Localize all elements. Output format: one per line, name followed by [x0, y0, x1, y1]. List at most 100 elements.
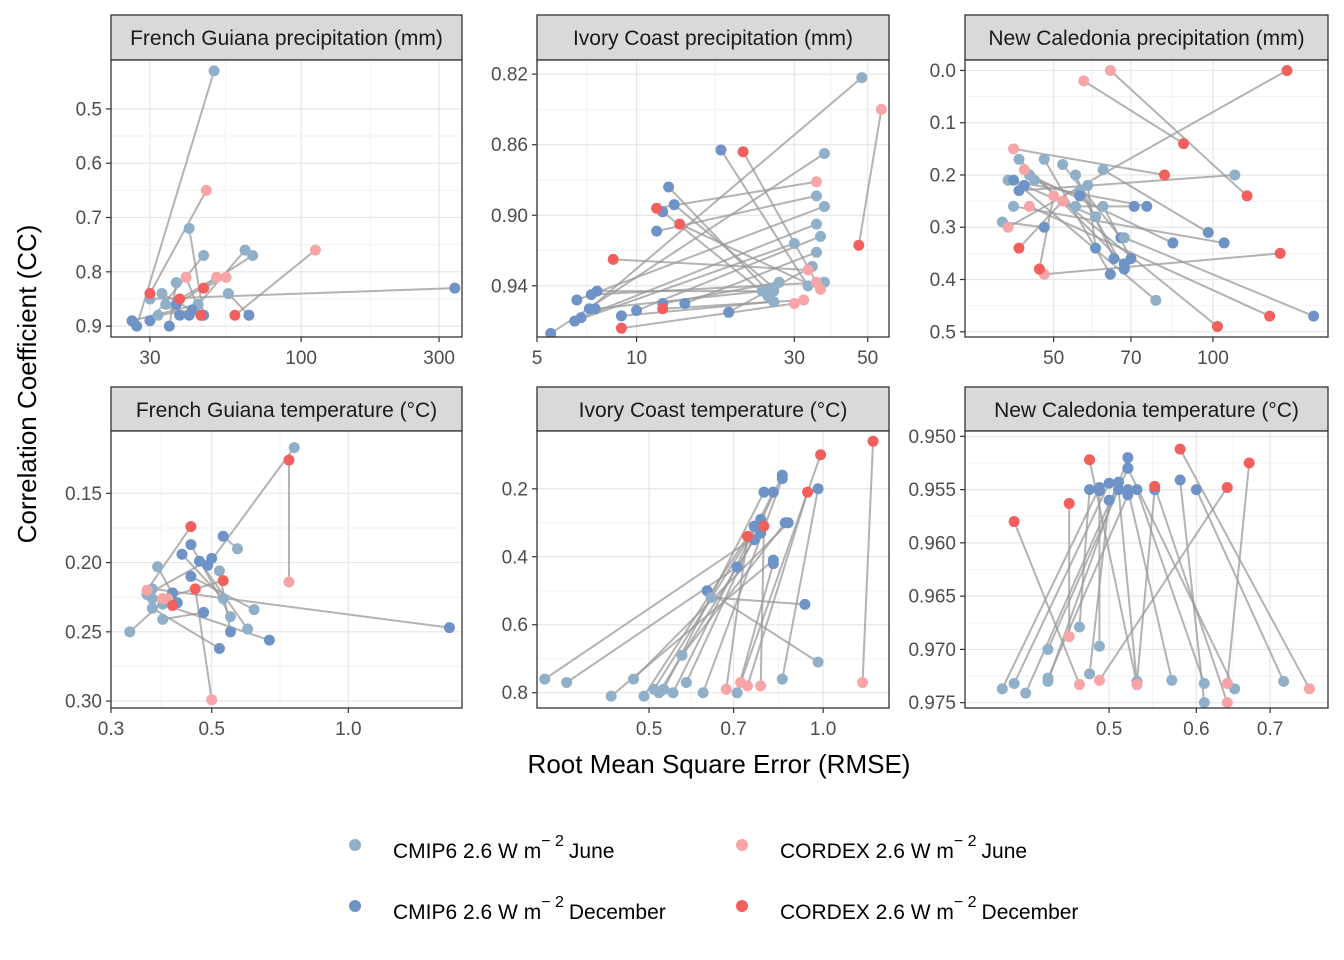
cordex-june-point: [1131, 679, 1143, 691]
cmip6-june-point: [731, 687, 743, 699]
cmip6-june-point: [198, 250, 210, 262]
cordex-december-point: [144, 288, 156, 300]
pair-connector: [146, 525, 192, 591]
x-tick-label: 30: [784, 348, 805, 369]
pair-connector: [742, 151, 818, 283]
x-tick-label: 0.5: [198, 719, 224, 740]
cmip6-december-point: [715, 144, 727, 156]
pair-connector: [544, 532, 762, 680]
cordex-december-point: [815, 449, 827, 461]
legend-item-cordex-june: CORDEX 2.6 W m− 2 June: [736, 833, 1027, 863]
cordex-june-point: [1023, 200, 1035, 212]
cmip6-december-point: [571, 294, 583, 306]
cmip6-december-point: [443, 622, 455, 634]
cmip6-december-point: [663, 181, 675, 193]
y-tick-label: 0.5: [930, 322, 956, 343]
legend-label: CORDEX 2.6 W m− 2 December: [780, 894, 1078, 924]
plot-area: [996, 64, 1320, 333]
cmip6-december-point: [1113, 484, 1125, 496]
cmip6-december-point: [1122, 484, 1134, 496]
cmip6-december-point: [545, 327, 557, 337]
cmip6-december-point: [1090, 242, 1102, 254]
cmip6-december-point: [217, 530, 229, 542]
cmip6-december-point: [1122, 452, 1134, 464]
cmip6-december-point: [779, 517, 791, 529]
pair-connector: [736, 563, 775, 693]
cordex-june-point: [755, 680, 767, 692]
y-tick-label: 0.1: [930, 113, 956, 134]
cmip6-june-point: [667, 687, 679, 699]
pair-connector: [206, 447, 296, 566]
cordex-june-point: [875, 103, 887, 115]
x-tick-label: 1.0: [335, 719, 361, 740]
x-tick-label: 0.3: [98, 719, 124, 740]
cmip6-june-point: [1070, 200, 1082, 212]
cmip6-june-point: [157, 613, 169, 625]
cmip6-december-point: [668, 199, 680, 211]
cmip6-june-point: [810, 190, 822, 202]
pair-connector: [1046, 457, 1129, 682]
y-tick-label: 0.4: [930, 270, 957, 291]
pair-connector: [1088, 500, 1111, 675]
cmip6-december-point: [748, 520, 760, 532]
panel-border: [536, 430, 890, 709]
x-tick-label: 50: [1043, 348, 1064, 369]
cmip6-june-point: [1097, 200, 1109, 212]
cordex-june-point: [788, 297, 800, 309]
pair-connector: [702, 478, 784, 694]
pair-connector: [1083, 80, 1185, 145]
cordex-june-point: [1073, 679, 1085, 691]
panel-3: New Caledonia precipitation (mm) 0.0 0.1 0.…: [930, 14, 1329, 369]
cmip6-june-point: [1013, 153, 1025, 165]
cmip6-december-point: [679, 297, 691, 309]
cordex-june-point: [1008, 143, 1020, 155]
plot-area: [124, 442, 455, 706]
cordex-december-point: [737, 146, 749, 158]
cordex-december-point: [1063, 497, 1075, 509]
cordex-december-point: [853, 239, 865, 251]
cmip6-december-point: [731, 561, 743, 573]
cordex-june-point: [220, 271, 232, 283]
pair-connector: [181, 553, 224, 600]
y-tick-label: 0.30: [65, 692, 102, 713]
cordex-june-point: [857, 677, 869, 689]
pair-connector: [1195, 489, 1285, 682]
panel-background: [111, 431, 462, 708]
cmip6-june-point: [1090, 211, 1102, 223]
cordex-december-point: [674, 218, 686, 230]
cmip6-june-point: [1028, 174, 1040, 186]
cmip6-june-point: [776, 673, 788, 685]
cmip6-june-point: [1038, 153, 1050, 165]
cmip6-june-point: [676, 649, 688, 661]
cordex-december-point: [185, 521, 197, 533]
x-tick-label: 100: [285, 348, 317, 369]
cmip6-december-point: [1125, 253, 1137, 265]
cmip6-december-point: [776, 473, 788, 485]
pair-connector: [681, 522, 787, 656]
cmip6-june-point: [628, 673, 640, 685]
y-tick-label: 0.8: [76, 262, 102, 283]
plot-area: [126, 65, 461, 332]
cordex-december-point: [1174, 443, 1186, 455]
y-tick-label: 0.9: [76, 317, 102, 338]
cmip6-december-point: [1103, 477, 1115, 489]
cmip6-june-point: [788, 237, 800, 249]
y-tick-label: 0.8: [502, 683, 528, 704]
cordex-december-point: [189, 583, 201, 595]
pair-connector: [591, 281, 825, 296]
cmip6-june-point: [248, 604, 260, 616]
cordex-december-point: [1178, 138, 1190, 150]
x-tick-label: 0.5: [636, 719, 662, 740]
cmip6-june-point: [1042, 675, 1054, 687]
cordex-june-point: [1018, 164, 1030, 176]
x-tick-label: 0.5: [1096, 719, 1122, 740]
legend-key: [736, 839, 748, 851]
cmip6-june-point: [705, 592, 717, 604]
cmip6-december-point: [1038, 221, 1050, 233]
pair-connector: [1024, 481, 1120, 694]
pair-connector: [725, 536, 749, 690]
cmip6-june-point: [224, 611, 236, 623]
panel-4: French Guiana temperature (°C) 0.15 0.20 0.…: [65, 386, 463, 740]
cordex-june-point: [1104, 64, 1116, 76]
pair-connector: [1098, 486, 1229, 681]
